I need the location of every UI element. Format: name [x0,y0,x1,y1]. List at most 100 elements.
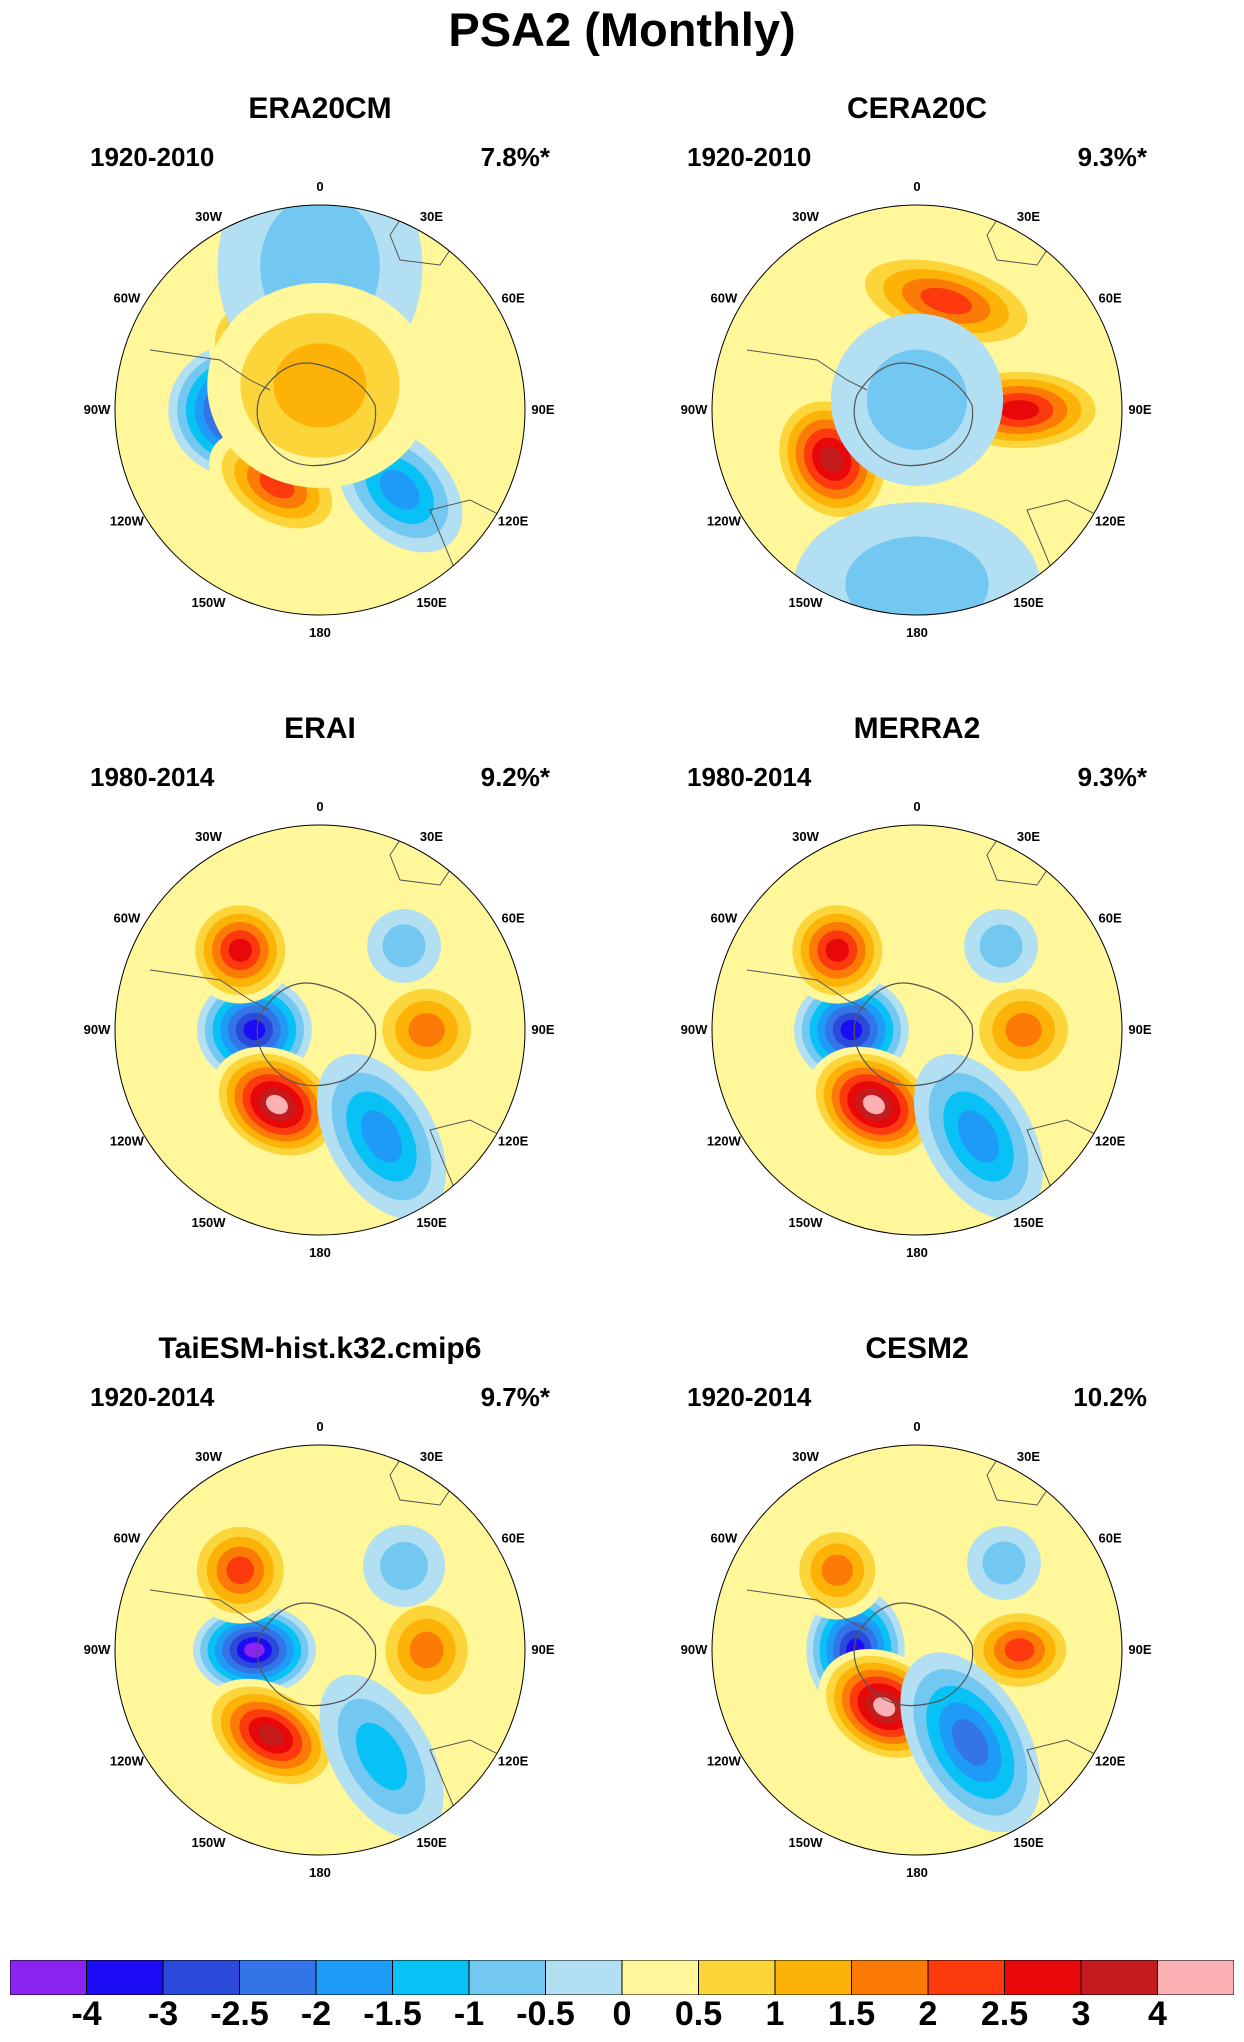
panel-period: 1920-2010 [687,142,812,172]
colorbar-swatch [392,1960,470,1995]
panel-merra2: MERRA2 1980-2014 9.3%* 0 30E 60E 90E 120E 150… [637,712,1197,1292]
colorbar-swatch [1004,1960,1082,1995]
longitude-label: 30W [792,1449,819,1464]
longitude-label: 150E [416,595,447,610]
longitude-label: 60E [1099,911,1122,926]
colorbar-swatch [698,1960,776,1995]
longitude-label: 150W [192,1215,227,1230]
panel-era20cm: ERA20CM 1920-2010 7.8%* 0 30E 60E 90E 120E 15… [40,92,600,672]
longitude-label: 180 [906,1865,928,1880]
longitude-label: 60W [114,1531,141,1546]
longitude-label: 0 [316,179,323,194]
antarctica-coastline [853,982,974,1087]
panel-period: 1920-2014 [687,1382,812,1412]
contour-field [115,1445,525,1855]
figure-title: PSA2 (Monthly) [448,3,796,56]
africa-coastline [986,205,1058,266]
panel-variance: 9.3%* [1077,142,1147,172]
longitude-label: 30W [195,209,222,224]
anomaly-contour [825,938,849,962]
longitude-label: 30W [792,829,819,844]
panel-variance: 7.8%* [480,142,550,172]
longitude-label: 150E [1013,1835,1044,1850]
colorbar [10,1960,1234,1995]
panel-title: TaiESM-hist.k32.cmip6 [158,1332,482,1365]
contour-field [115,205,525,615]
anomaly-contour [228,938,252,962]
anomaly-contour [979,924,1023,968]
contour-field [712,825,1122,1235]
colorbar-swatch [10,1960,87,1995]
longitude-label: 60W [711,291,738,306]
longitude-label: 60E [502,1531,525,1546]
longitude-label: 30W [792,209,819,224]
anomaly-contour [360,1110,403,1163]
longitude-label: 180 [906,1245,928,1260]
africa-coastline [389,1445,461,1506]
panel-period: 1920-2010 [90,142,215,172]
panel-cesm2: CESM2 1920-2014 10.2% 0 30E 60E 90E 120E 150E… [637,1332,1197,1912]
panel-title: CERA20C [846,92,988,125]
anomaly-contour [243,1019,266,1041]
colorbar-swatch [621,1960,699,1995]
longitude-label: 60W [711,1531,738,1546]
panel-variance: 9.7%* [480,1382,550,1412]
colorbar-swatch [1157,1960,1234,1995]
south-america-coastline [746,1589,868,1631]
colorbar-swatch [468,1960,546,1995]
colorbar-swatch [851,1960,929,1995]
longitude-label: 120W [110,1134,145,1149]
longitude-label: 150E [1013,595,1044,610]
colorbar-label: 1.5 [827,1995,876,2033]
colorbar-label: -2.5 [210,1995,269,2033]
panel-erai: ERAI 1980-2014 9.2%* 0 30E 60E 90E 120E 150E 1… [40,712,600,1292]
polar-map: 0 30E 60E 90E 120E 150E 180 150W 120W 90W 60W 30W [84,1419,555,1880]
anomaly-contour [382,924,426,968]
colorbar-label: 2.5 [980,1995,1029,2033]
anomaly-contour [380,1542,428,1590]
longitude-label: 90E [531,402,554,417]
panel-variance: 9.2%* [480,762,550,792]
anomaly-contour [244,1642,265,1658]
panel-period: 1920-2014 [90,1382,215,1412]
longitude-label: 90W [681,1022,708,1037]
longitude-label: 0 [913,799,920,814]
africa-coastline [389,205,461,266]
anomaly-contour [226,1556,255,1585]
longitude-label: 150W [789,595,824,610]
longitude-label: 90W [681,1642,708,1657]
anomaly-contour [820,446,844,472]
longitude-label: 90E [531,1022,554,1037]
longitude-label: 90W [84,1642,111,1657]
panel-title: ERAI [284,712,356,745]
map-border [114,204,526,616]
longitude-label: 90E [531,1642,554,1657]
longitude-label: 0 [913,1419,920,1434]
longitude-label: 150W [789,1215,824,1230]
longitude-label: 30E [1017,1449,1040,1464]
longitude-label: 180 [309,1245,331,1260]
colorbar-swatch [86,1960,164,1995]
colorbar-label: 3 [1071,1995,1091,2033]
panel-variance: 9.3%* [1077,762,1147,792]
anomaly-contour [999,400,1040,420]
antarctica-coastline [256,982,377,1087]
polar-map: 0 30E 60E 90E 120E 150E 180 150W 120W 90W 60W 30W [84,799,555,1260]
colorbar-swatch [162,1960,240,1995]
map-border [114,824,526,1236]
panel-period: 1980-2014 [90,762,215,792]
anomaly-contour [840,1019,863,1041]
longitude-label: 60E [1099,291,1122,306]
south-america-coastline [149,1589,271,1631]
longitude-label: 90E [1128,1022,1151,1037]
longitude-label: 0 [316,799,323,814]
anomaly-contour [379,469,420,510]
longitude-label: 60E [1099,1531,1122,1546]
south-america-coastline [746,349,868,391]
anomaly-contour [257,1724,284,1746]
polar-map: 0 30E 60E 90E 120E 150E 180 150W 120W 90W 60W 30W [84,179,555,640]
anomaly-contour [265,1094,288,1115]
longitude-label: 0 [913,179,920,194]
polar-map: 0 30E 60E 90E 120E 150E 180 150W 120W 90W 60W 30W [681,1419,1152,1880]
colorbar-swatch [927,1960,1005,1995]
